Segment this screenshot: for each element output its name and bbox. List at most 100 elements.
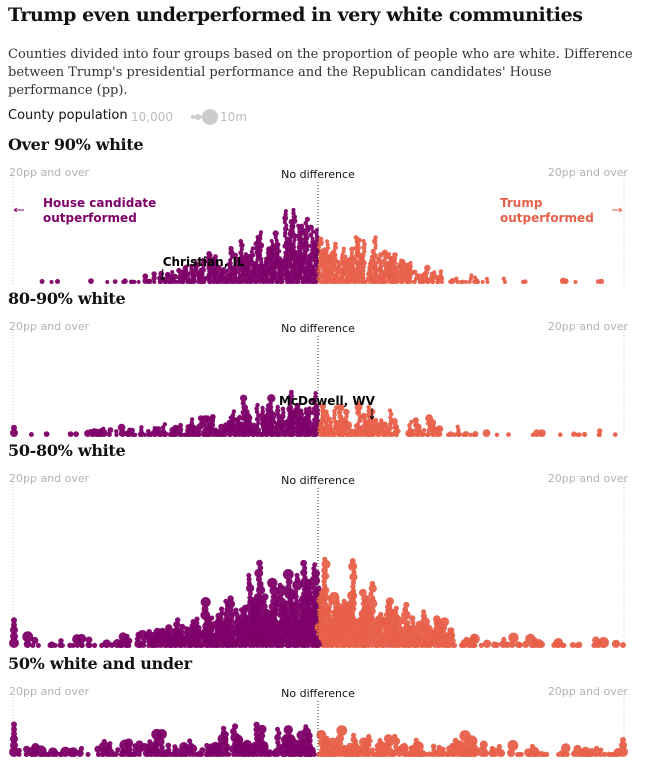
- county-dot: [296, 244, 302, 250]
- county-dot: [297, 241, 302, 246]
- county-dot: [240, 400, 246, 406]
- county-dot: [158, 643, 164, 648]
- county-dot: [231, 409, 237, 414]
- county-dot: [294, 260, 300, 266]
- county-dot: [256, 252, 263, 258]
- county-dot: [402, 606, 409, 613]
- county-dot: [323, 611, 329, 617]
- county-dot: [162, 643, 168, 648]
- county-dot: [297, 273, 302, 278]
- county-dot: [339, 267, 344, 272]
- county-dot: [255, 402, 260, 408]
- county-dot: [393, 744, 399, 750]
- county-dot: [420, 273, 425, 278]
- county-dot: [216, 272, 222, 278]
- county-dot: [232, 273, 237, 278]
- county-dot: [355, 641, 362, 649]
- county-dot: [439, 631, 445, 637]
- county-dot: [331, 432, 336, 437]
- county-dot: [493, 642, 500, 648]
- county-dot: [9, 638, 19, 648]
- county-dot: [225, 624, 232, 631]
- county-dot: [40, 751, 47, 757]
- county-dot: [233, 734, 243, 745]
- county-dot: [136, 752, 142, 757]
- county-dot: [386, 252, 392, 257]
- county-dot: [261, 745, 269, 753]
- no-difference-label: No difference: [281, 474, 355, 487]
- county-dot: [285, 269, 290, 274]
- county-dot: [85, 636, 93, 644]
- county-dot: [420, 617, 430, 627]
- county-dot: [349, 572, 358, 582]
- county-dot: [440, 746, 446, 752]
- county-dot: [321, 559, 331, 569]
- county-dot: [247, 262, 252, 267]
- county-dot: [355, 626, 363, 634]
- county-dot: [449, 278, 456, 284]
- county-dot: [332, 262, 337, 267]
- county-dot: [228, 245, 234, 252]
- county-dot: [251, 623, 260, 632]
- county-dot: [355, 632, 361, 638]
- county-dot: [23, 745, 31, 753]
- county-dot: [233, 607, 239, 613]
- county-dot: [287, 411, 293, 417]
- county-dot: [155, 737, 165, 746]
- county-dot: [187, 279, 193, 284]
- county-dot: [49, 280, 54, 284]
- county-dot: [316, 752, 322, 757]
- county-dot: [366, 404, 371, 410]
- county-dot: [359, 737, 369, 747]
- county-dot: [334, 272, 339, 277]
- county-dot: [446, 745, 453, 752]
- county-dot: [159, 627, 166, 635]
- county-dot: [220, 432, 225, 438]
- county-dot: [273, 235, 278, 240]
- county-dot: [276, 585, 288, 596]
- county-dot: [122, 278, 128, 285]
- county-dot: [436, 744, 442, 750]
- county-dot: [365, 429, 373, 437]
- county-dot: [9, 747, 19, 757]
- county-dot: [507, 749, 515, 757]
- county-dot: [322, 252, 327, 257]
- county-dot: [331, 279, 336, 284]
- county-dot: [382, 626, 388, 632]
- county-dot: [365, 613, 375, 623]
- county-dot: [471, 432, 477, 437]
- county-dot: [363, 280, 368, 284]
- county-dot: [269, 272, 274, 277]
- county-dot: [408, 636, 414, 642]
- county-dot: [386, 276, 391, 281]
- county-dot: [447, 627, 453, 633]
- county-dot: [253, 603, 259, 609]
- county-dot: [288, 218, 295, 225]
- county-dot: [338, 260, 344, 266]
- county-dot: [238, 239, 244, 244]
- county-dot: [358, 270, 364, 275]
- county-dot: [341, 614, 348, 620]
- county-dot: [286, 249, 291, 254]
- county-dot: [336, 725, 348, 736]
- county-dot: [311, 243, 317, 248]
- county-dot: [410, 748, 419, 757]
- county-dot: [598, 278, 605, 284]
- county-dot: [179, 269, 184, 274]
- county-dot: [308, 232, 314, 238]
- right-edge-label: 20pp and over: [548, 685, 629, 698]
- county-dot: [43, 431, 50, 437]
- county-dot: [321, 572, 330, 580]
- county-dot: [309, 617, 315, 623]
- county-dot: [251, 742, 258, 748]
- county-dot: [252, 268, 257, 273]
- county-dot: [372, 428, 377, 433]
- county-dot: [210, 427, 215, 432]
- county-dot: [234, 256, 239, 261]
- county-dot: [147, 739, 153, 745]
- county-dot: [320, 273, 325, 278]
- county-dot: [409, 419, 414, 425]
- county-dot: [311, 566, 317, 572]
- county-dot: [345, 747, 352, 754]
- county-dot: [523, 279, 528, 285]
